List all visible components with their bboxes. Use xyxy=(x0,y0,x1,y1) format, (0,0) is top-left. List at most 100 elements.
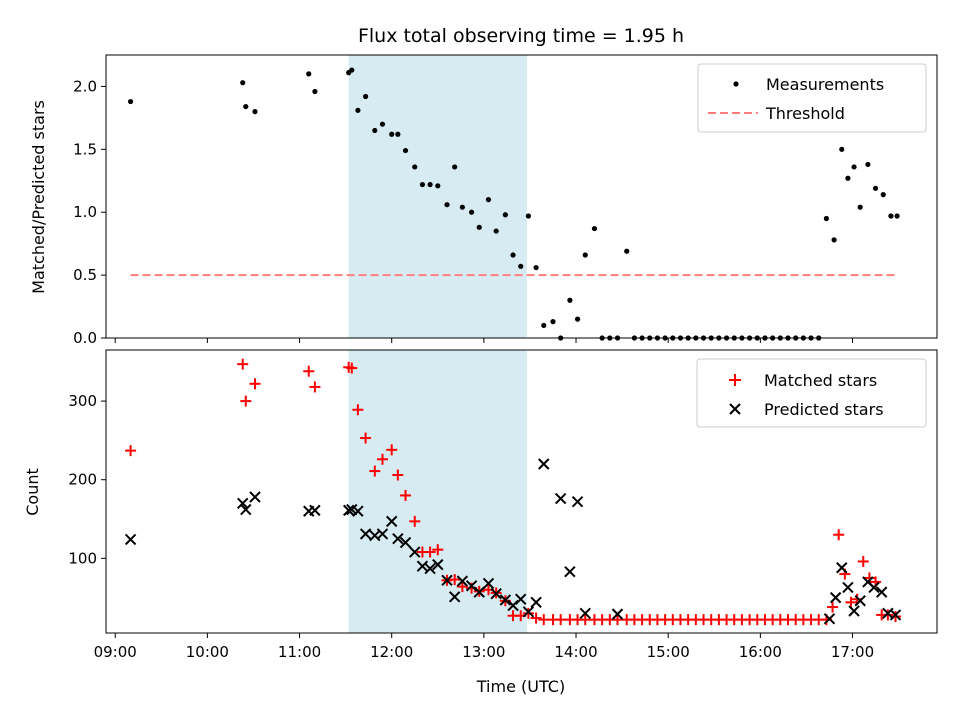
measurement-point xyxy=(831,237,837,243)
measurement-point xyxy=(872,185,879,191)
predicted-point xyxy=(249,491,261,503)
predicted-point xyxy=(530,596,542,609)
predicted-point xyxy=(875,586,888,598)
matched-point xyxy=(386,444,398,456)
matched-point xyxy=(522,607,534,619)
predicted-point xyxy=(522,606,535,618)
measurement-point xyxy=(624,248,630,254)
predicted-point xyxy=(456,575,469,587)
matched-point xyxy=(249,378,261,390)
ratio-legend-frame xyxy=(697,63,927,133)
predicted-point xyxy=(889,609,902,621)
measurement-point xyxy=(372,127,378,134)
top-ytick-label: 2.0 xyxy=(73,77,97,95)
predicted-point xyxy=(554,492,567,505)
predicted-point xyxy=(579,607,591,620)
matched-point xyxy=(449,574,461,586)
predicted-point xyxy=(124,533,137,546)
measurement-point xyxy=(395,131,401,137)
matched-point xyxy=(857,555,869,567)
predicted-point xyxy=(829,591,842,604)
predicted-point xyxy=(571,496,584,508)
matched-point xyxy=(240,395,252,407)
top-ytick-label: 0.0 xyxy=(73,329,97,347)
predicted-point xyxy=(538,458,550,470)
bot-xtick-label: 14:00 xyxy=(554,643,597,661)
matched-point xyxy=(579,614,591,626)
predicted-point xyxy=(564,565,576,578)
measurement-point xyxy=(419,181,426,188)
predicted-point xyxy=(392,532,404,545)
measurement-point xyxy=(574,316,581,322)
predicted-point xyxy=(836,562,848,574)
bot-xtick-label: 09:00 xyxy=(94,643,137,661)
predicted-point xyxy=(441,574,453,587)
bot-xtick-label: 12:00 xyxy=(370,643,413,661)
bot-series-1 xyxy=(124,458,902,625)
matched-point xyxy=(882,609,894,621)
bot-xtick-label: 15:00 xyxy=(647,643,690,661)
measurement-point xyxy=(865,161,871,168)
ratio-legend: Measurements Threshold xyxy=(697,63,927,133)
legend-matched-label: Matched stars xyxy=(764,371,877,390)
matched-point xyxy=(303,365,315,377)
measurement-point xyxy=(306,71,312,77)
measurement-point xyxy=(894,213,900,219)
measurement-point xyxy=(435,183,441,189)
matched-point xyxy=(409,515,421,527)
predicted-point xyxy=(868,581,880,594)
predicted-point xyxy=(309,504,321,517)
measurement-point xyxy=(362,93,369,100)
measurement-point xyxy=(349,67,355,73)
legend-matched-marker xyxy=(729,374,741,386)
chart-title: Flux total observing time = 1.95 h xyxy=(358,25,684,47)
measurement-point xyxy=(240,80,246,86)
top-ytick-label: 0.5 xyxy=(73,266,97,284)
measurement-point xyxy=(502,212,508,218)
measurement-point xyxy=(485,197,492,203)
matched-point xyxy=(827,601,839,613)
bot-ytick-label: 200 xyxy=(68,471,97,489)
measurement-point xyxy=(541,322,547,329)
predicted-point xyxy=(342,504,355,517)
count-panel-frame xyxy=(105,349,938,634)
time-x-axis-label: Time (UTC) xyxy=(476,677,565,696)
measurement-point xyxy=(851,164,857,170)
measurement-point xyxy=(252,109,258,115)
matched-point xyxy=(125,445,137,457)
predicted-point xyxy=(490,587,502,600)
count-legend-frame xyxy=(696,358,927,428)
measurement-point xyxy=(379,121,386,127)
legend-predicted-marker xyxy=(729,403,741,415)
measurement-point xyxy=(412,164,418,170)
bot-xtick-label: 10:00 xyxy=(186,643,229,661)
measurement-point xyxy=(533,264,539,271)
top-shaded-span xyxy=(348,55,527,338)
bot-xtick-label: 16:00 xyxy=(739,643,782,661)
matched-point xyxy=(530,612,542,624)
predicted-point xyxy=(376,528,389,540)
legend-threshold-label: Threshold xyxy=(765,104,845,123)
matched-point xyxy=(360,432,372,444)
legend-measurements-label: Measurements xyxy=(766,75,884,94)
measurement-point xyxy=(355,107,361,113)
matched-point xyxy=(392,469,404,481)
measurement-point xyxy=(127,98,134,105)
matched-point xyxy=(432,544,444,556)
matched-point xyxy=(237,358,249,370)
predicted-point xyxy=(385,515,398,528)
predicted-point xyxy=(399,536,412,549)
bot-xtick-label: 13:00 xyxy=(462,643,505,661)
predicted-point xyxy=(237,497,249,509)
matched-point xyxy=(612,614,624,626)
predicted-point xyxy=(854,595,866,607)
ratio-panel-frame xyxy=(105,54,938,339)
legend-measurements-marker xyxy=(733,81,739,87)
count-y-axis-label: Count xyxy=(23,468,42,516)
ratio-panel: 0.00.51.01.52.0 Matched/Predicted stars … xyxy=(29,54,938,347)
predicted-point xyxy=(842,581,854,594)
measurement-point xyxy=(452,164,458,170)
measurement-point xyxy=(243,103,249,110)
bot-xtick-label: 17:00 xyxy=(831,643,874,661)
